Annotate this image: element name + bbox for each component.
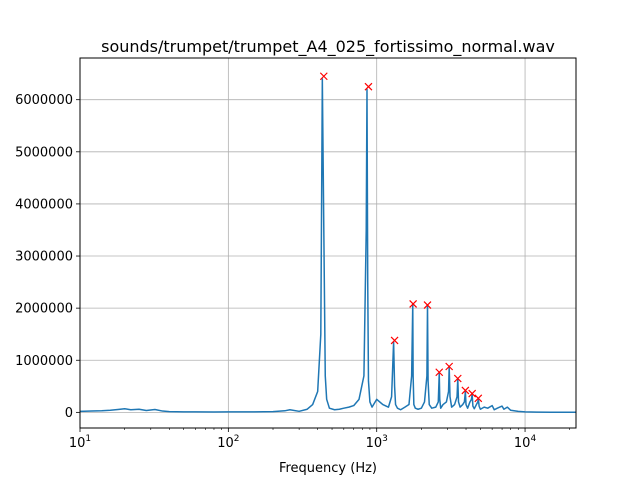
peak-marker	[390, 336, 399, 345]
spectrum-line	[79, 78, 577, 414]
peak-markers	[319, 72, 483, 403]
x-tick-exponent: 3	[382, 434, 388, 444]
plot-frame	[79, 57, 577, 429]
x-axis-label: Frequency (Hz)	[279, 461, 377, 476]
y-axis-ticks: 0 1000000 2000000 3000000 4000000 5000000 6000…	[15, 93, 80, 421]
peak-marker-stroke	[423, 301, 432, 309]
peak-marker	[461, 386, 470, 395]
peak-marker	[364, 82, 373, 91]
plot-area-background	[80, 58, 576, 428]
x-tick-base: 10	[69, 436, 86, 451]
x-tick-label: 103	[366, 434, 388, 451]
series-layer	[79, 78, 577, 414]
x-tick-exponent: 4	[530, 434, 536, 444]
peak-marker-stroke	[474, 394, 483, 403]
x-tick-base: 10	[366, 436, 383, 451]
y-tick-label: 4000000	[15, 197, 73, 212]
y-tick-label: 5000000	[15, 145, 73, 160]
peak-marker	[474, 394, 483, 403]
chart-title: sounds/trumpet/trumpet_A4_025_fortissimo…	[101, 37, 555, 57]
x-tick-base: 10	[217, 436, 234, 451]
peak-marker	[409, 300, 418, 308]
peak-marker-stroke	[468, 389, 477, 398]
peak-marker-stroke	[435, 368, 444, 377]
x-axis-ticks: 101 102 103 104	[69, 428, 571, 451]
peak-marker	[435, 368, 444, 377]
x-tick-base: 10	[514, 436, 531, 451]
x-tick-label: 102	[217, 434, 239, 451]
x-tick-label: 104	[514, 434, 537, 451]
peak-marker	[445, 362, 454, 371]
peak-marker-stroke	[390, 336, 399, 345]
peak-marker-stroke	[409, 300, 418, 308]
x-tick-exponent: 2	[234, 434, 240, 444]
peak-marker-stroke	[461, 386, 470, 395]
peak-marker-stroke	[453, 374, 462, 383]
peak-marker-stroke	[319, 72, 328, 81]
x-tick-label: 101	[69, 434, 91, 451]
y-tick-label: 0	[65, 406, 73, 421]
peak-marker	[319, 72, 328, 81]
grid-lines	[79, 58, 576, 428]
y-tick-label: 2000000	[15, 302, 73, 317]
peak-marker	[468, 389, 477, 398]
x-tick-exponent: 1	[85, 434, 91, 444]
peak-marker	[453, 374, 462, 383]
y-tick-label: 1000000	[15, 354, 73, 369]
peak-marker-stroke	[364, 82, 373, 91]
peak-marker-stroke	[445, 362, 454, 371]
y-tick-label: 6000000	[15, 93, 73, 108]
y-tick-label: 3000000	[15, 250, 73, 265]
peak-marker	[423, 301, 432, 309]
